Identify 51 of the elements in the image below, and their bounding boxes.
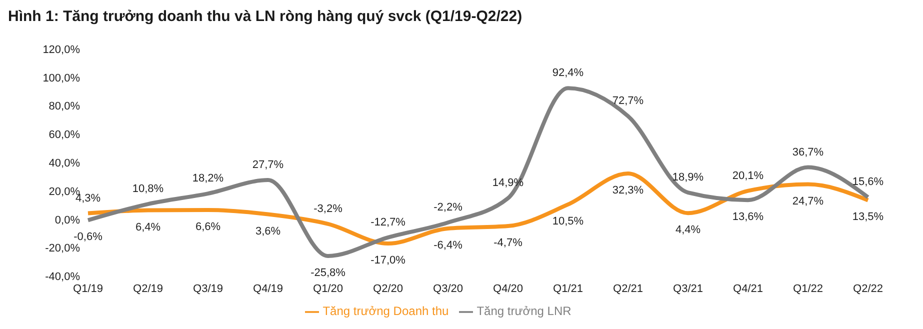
data-label: 15,6% <box>852 176 884 188</box>
data-label: 20,1% <box>732 170 764 182</box>
y-tick-label: 120,0% <box>42 44 80 56</box>
data-label: 6,6% <box>195 221 221 234</box>
data-label: 10,5% <box>552 215 584 228</box>
x-tick-label: Q2/19 <box>133 282 163 295</box>
legend-label: Tăng trưởng Doanh thu <box>322 304 449 318</box>
legend-label: Tăng trưởng LNR <box>476 304 572 318</box>
data-label: 27,7% <box>252 159 284 172</box>
x-tick-label: Q4/19 <box>253 282 283 295</box>
data-label: 4,4% <box>675 224 701 236</box>
data-label: 10,8% <box>132 183 164 196</box>
x-tick-label: Q1/21 <box>553 282 583 295</box>
x-tick-label: Q3/19 <box>193 282 223 295</box>
y-tick-label: 60,0% <box>48 129 80 142</box>
data-label: 18,2% <box>192 172 224 185</box>
data-label: 36,7% <box>792 146 824 158</box>
data-label: -3,2% <box>314 202 343 215</box>
data-label: 6,4% <box>135 221 161 234</box>
x-tick-label: Q2/20 <box>373 282 403 295</box>
x-tick-label: Q1/20 <box>313 282 343 295</box>
y-tick-label: -20,0% <box>45 242 80 255</box>
y-tick-label: 80,0% <box>48 100 80 113</box>
data-label: -6,4% <box>434 239 463 252</box>
x-tick-label: Q1/22 <box>793 282 823 295</box>
data-label: -0,6% <box>74 231 103 244</box>
data-label: 18,9% <box>672 172 704 184</box>
data-label: 3,6% <box>255 225 281 238</box>
chart-title: Hình 1: Tăng trưởng doanh thu và LN ròng hàng quý svck (Q1/19-Q2/22) <box>8 8 524 27</box>
x-tick-label: Q2/21 <box>613 282 643 295</box>
x-tick-label: Q4/20 <box>493 282 523 295</box>
data-label: 24,7% <box>792 195 824 208</box>
data-label: 72,7% <box>612 95 644 108</box>
data-label: 92,4% <box>552 67 584 80</box>
x-tick-label: Q3/21 <box>673 282 703 295</box>
y-tick-label: 0,0% <box>54 214 80 226</box>
data-label: 13,5% <box>852 211 884 224</box>
x-tick-label: Q3/20 <box>433 282 463 295</box>
data-label: -12,7% <box>370 216 406 228</box>
data-label: 13,6% <box>732 211 764 224</box>
x-tick-label: Q4/21 <box>733 282 763 295</box>
y-tick-label: 40,0% <box>48 157 80 170</box>
data-label: -17,0% <box>370 254 406 267</box>
data-label: 32,3% <box>612 184 644 197</box>
data-label: -4,7% <box>494 237 523 250</box>
data-label: -25,8% <box>310 267 346 280</box>
x-tick-label: Q2/22 <box>853 282 883 295</box>
data-label: -2,2% <box>434 202 463 214</box>
y-tick-label: 100,0% <box>42 72 80 84</box>
y-tick-label: -40,0% <box>45 271 80 284</box>
x-tick-label: Q1/19 <box>73 282 103 295</box>
